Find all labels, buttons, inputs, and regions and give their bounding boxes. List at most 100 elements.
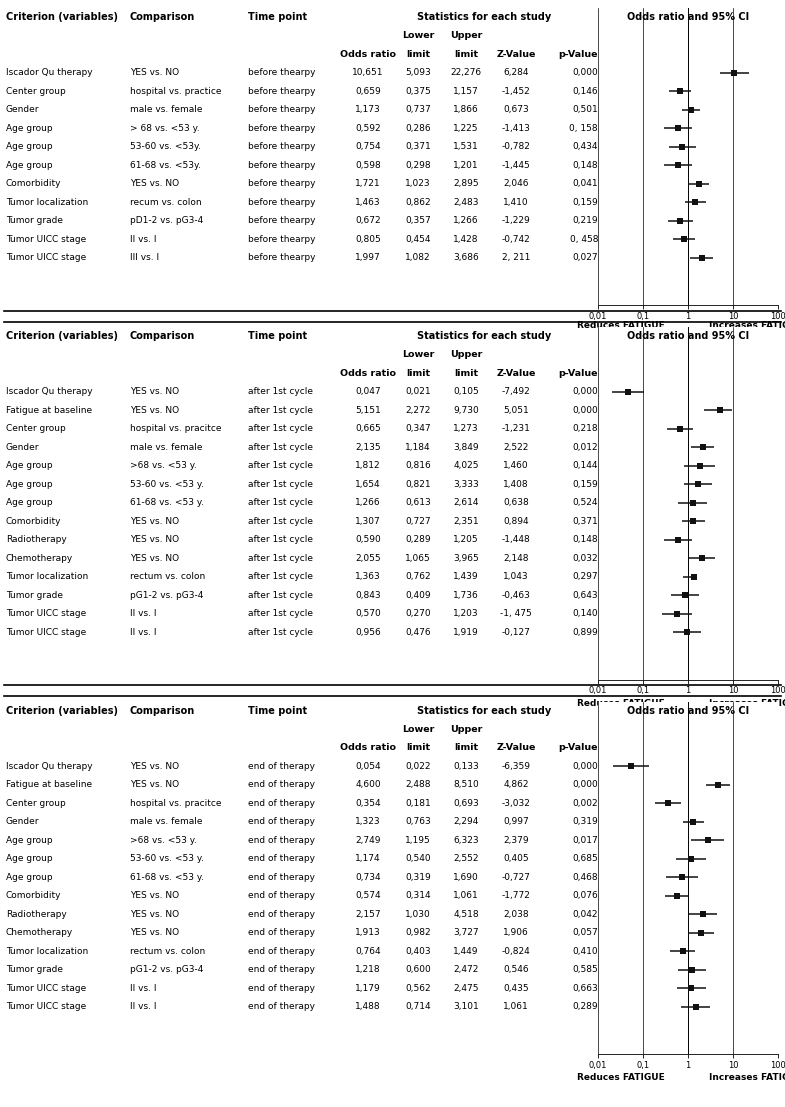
Text: 0,319: 0,319 [572,817,598,826]
Text: 53-60 vs. <53 y.: 53-60 vs. <53 y. [130,855,204,863]
Text: 61-68 vs. <53y.: 61-68 vs. <53y. [130,161,201,169]
Text: -1,445: -1,445 [502,161,531,169]
Text: 4,600: 4,600 [355,780,381,789]
Text: 1,203: 1,203 [453,609,479,618]
Text: 0,590: 0,590 [355,536,381,545]
Text: 4,025: 4,025 [453,462,479,470]
Text: -1,448: -1,448 [502,536,531,545]
Text: p-Value: p-Value [558,369,598,377]
Text: 3,727: 3,727 [453,929,479,938]
Text: 1,082: 1,082 [405,254,431,262]
Text: Radiotherapy: Radiotherapy [6,536,67,545]
Text: Criterion (variables): Criterion (variables) [6,706,118,716]
Text: end of therapy: end of therapy [248,891,315,900]
Text: before thearpy: before thearpy [248,69,316,77]
Text: 1,061: 1,061 [503,1002,529,1012]
Text: 1,654: 1,654 [355,479,381,489]
Text: 1,919: 1,919 [453,628,479,637]
Text: > 68 vs. <53 y.: > 68 vs. <53 y. [130,124,199,133]
Text: 0,409: 0,409 [405,591,431,600]
Text: -1,452: -1,452 [502,86,531,95]
Text: 0,148: 0,148 [572,536,598,545]
Text: 2,614: 2,614 [453,498,479,507]
Text: 1,065: 1,065 [405,554,431,562]
Text: 1,273: 1,273 [453,424,479,433]
Text: -1,231: -1,231 [502,424,531,433]
Text: 2,379: 2,379 [503,836,529,845]
Text: 0,354: 0,354 [355,799,381,808]
Text: Lower: Lower [402,350,434,360]
Text: 0,685: 0,685 [572,855,598,863]
Text: >68 vs. <53 y.: >68 vs. <53 y. [130,462,197,470]
Text: 0,000: 0,000 [572,69,598,77]
Text: 1,323: 1,323 [355,817,381,826]
Text: 0,159: 0,159 [572,479,598,489]
Text: Age group: Age group [6,143,53,152]
Text: 0,181: 0,181 [405,799,431,808]
Text: hospital vs. pracitce: hospital vs. pracitce [130,799,221,808]
Text: Criterion (variables): Criterion (variables) [6,331,118,341]
Text: Fatigue at baseline: Fatigue at baseline [6,780,92,789]
Text: 1,266: 1,266 [355,498,381,507]
Text: YES vs. NO: YES vs. NO [130,891,179,900]
Text: 0,000: 0,000 [572,406,598,415]
Text: 2,552: 2,552 [453,855,479,863]
Text: 0,762: 0,762 [405,572,431,581]
Text: Reduces FATIGUE: Reduces FATIGUE [577,321,664,330]
Text: 1,173: 1,173 [355,105,381,114]
Text: Gender: Gender [6,105,39,114]
Text: 1,812: 1,812 [355,462,381,470]
Text: 5,051: 5,051 [503,406,529,415]
Text: 0,319: 0,319 [405,872,431,882]
Text: YES vs. NO: YES vs. NO [130,910,179,919]
Text: recum vs. colon: recum vs. colon [130,198,202,207]
Text: before thearpy: before thearpy [248,143,316,152]
Text: 0,727: 0,727 [405,517,431,526]
Text: 3,101: 3,101 [453,1002,479,1012]
Text: II vs. I: II vs. I [130,628,156,637]
Text: 0,435: 0,435 [503,984,529,993]
Text: Tumor localization: Tumor localization [6,946,88,955]
Text: 0,663: 0,663 [572,984,598,993]
Text: 1,307: 1,307 [355,517,381,526]
Text: 1,061: 1,061 [453,891,479,900]
Text: before thearpy: before thearpy [248,179,316,188]
Text: end of therapy: end of therapy [248,946,315,955]
Text: 5,151: 5,151 [355,406,381,415]
Text: 2, 211: 2, 211 [502,254,530,262]
Text: YES vs. NO: YES vs. NO [130,179,179,188]
Text: end of therapy: end of therapy [248,929,315,938]
Text: 1,428: 1,428 [453,235,479,244]
Text: 0,012: 0,012 [572,443,598,452]
Text: end of therapy: end of therapy [248,799,315,808]
Text: Reduces FATIGUE: Reduces FATIGUE [577,699,664,707]
Text: 0,585: 0,585 [572,965,598,974]
Text: -1,413: -1,413 [502,124,531,133]
Text: 0,754: 0,754 [355,143,381,152]
Text: 1,736: 1,736 [453,591,479,600]
Text: Iscador Qu therapy: Iscador Qu therapy [6,387,93,396]
Text: male vs. female: male vs. female [130,105,203,114]
Text: Age group: Age group [6,479,53,489]
Text: 0,289: 0,289 [572,1002,598,1012]
Text: 0,219: 0,219 [572,216,598,225]
Text: 0,638: 0,638 [503,498,529,507]
Text: after 1st cycle: after 1st cycle [248,498,313,507]
Text: 5,093: 5,093 [405,69,431,77]
Text: 0,476: 0,476 [405,628,431,637]
Text: end of therapy: end of therapy [248,780,315,789]
Text: Odds ratio: Odds ratio [340,369,396,377]
Text: Tumor grade: Tumor grade [6,216,63,225]
Text: limit: limit [406,369,430,377]
Text: after 1st cycle: after 1st cycle [248,591,313,600]
Text: 22,276: 22,276 [451,69,481,77]
Text: 0,027: 0,027 [572,254,598,262]
Text: p-Value: p-Value [558,743,598,753]
Text: Comorbidity: Comorbidity [6,179,61,188]
Text: 1,913: 1,913 [355,929,381,938]
Text: 1,997: 1,997 [355,254,381,262]
Text: II vs. I: II vs. I [130,235,156,244]
Text: 1,030: 1,030 [405,910,431,919]
Text: Criterion (variables): Criterion (variables) [6,12,118,22]
Text: YES vs. NO: YES vs. NO [130,517,179,526]
